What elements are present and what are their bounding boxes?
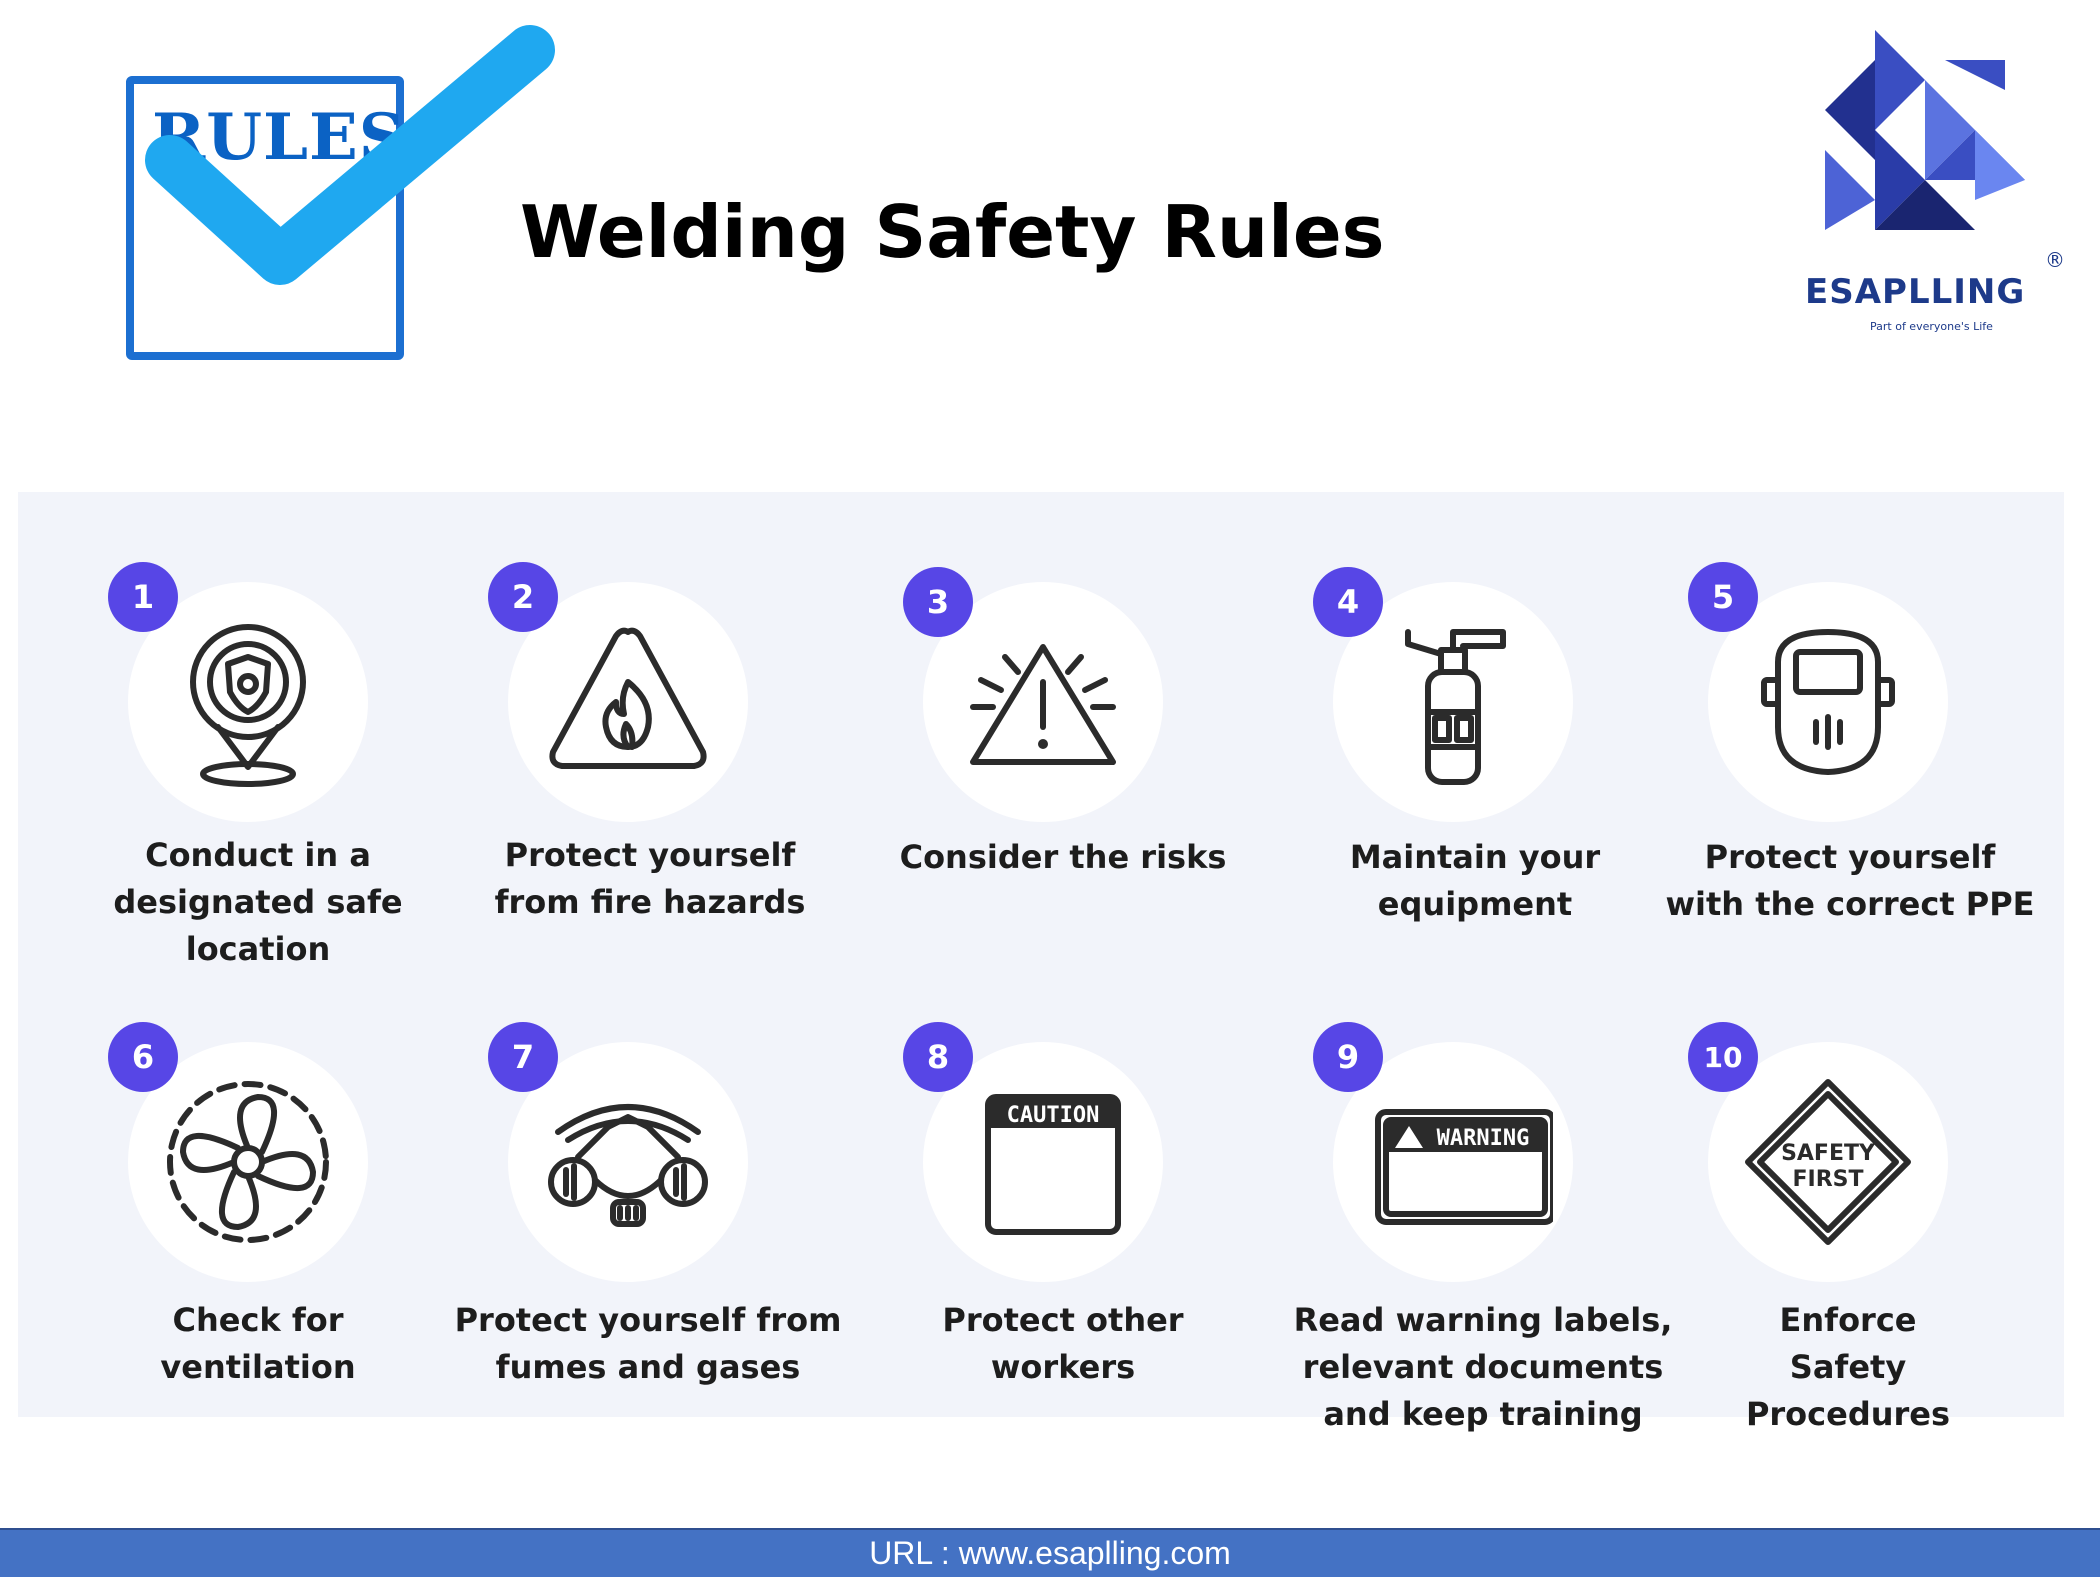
icon-background xyxy=(1333,1042,1573,1282)
rule-label: Check for ventilation xyxy=(48,1297,468,1391)
rule-label-line: designated safe xyxy=(113,883,403,921)
rule-label-line: ventilation xyxy=(160,1348,356,1386)
rule-label: Maintain your equipment xyxy=(1265,834,1685,928)
warning-sign-icon: WARNING xyxy=(1375,1109,1553,1225)
rule-number-badge: 8 xyxy=(903,1022,973,1092)
rule-number-badge: 3 xyxy=(903,567,973,637)
rule-label: Conduct in a designated safe location xyxy=(48,832,468,973)
rule-label-line: Read warning labels, xyxy=(1293,1301,1673,1339)
rule-label-line: equipment xyxy=(1377,885,1573,923)
rule-number-badge: 9 xyxy=(1313,1022,1383,1092)
rule-number-badge: 4 xyxy=(1313,567,1383,637)
rule-label: Enforce Safety Procedures xyxy=(1638,1297,2058,1438)
brand-name: ESAPLLING xyxy=(1805,272,2026,312)
rule-number-badge: 7 xyxy=(488,1022,558,1092)
page-title: Welding Safety Rules xyxy=(520,190,1385,274)
brand-logo: ESAPLLING ® Part of everyone's Life xyxy=(1760,20,2100,350)
welding-helmet-icon xyxy=(1761,629,1895,775)
respirator-mask-icon xyxy=(548,1104,708,1227)
rule-label-line: Consider the risks xyxy=(899,838,1227,876)
icon-background xyxy=(1708,582,1948,822)
footer-url: URL : www.esaplling.com xyxy=(0,1528,2100,1577)
rule-label-line: Maintain your xyxy=(1349,838,1601,876)
rule-label-line: and keep training xyxy=(1323,1395,1643,1433)
rule-label-line: fumes and gases xyxy=(495,1348,801,1386)
location-shield-icon xyxy=(190,624,306,787)
rule-label-line: Protect other xyxy=(942,1301,1184,1339)
rule-label-line: from fire hazards xyxy=(494,883,806,921)
caution-text: CAUTION xyxy=(1007,1103,1100,1128)
fire-warning-icon xyxy=(549,627,707,769)
rule-label: Consider the risks xyxy=(853,834,1273,881)
rule-label-line: Procedures xyxy=(1745,1395,1951,1433)
rule-label-line: Conduct in a xyxy=(145,836,371,874)
safety-first-sign-icon: SAFETY FIRST xyxy=(1745,1079,1911,1245)
rule-label-line: Protect yourself xyxy=(1704,838,1996,876)
rule-label: Protect other workers xyxy=(853,1297,1273,1391)
rule-label: Protect yourself from fire hazards xyxy=(440,832,860,926)
rule-label: Protect yourself from fumes and gases xyxy=(438,1297,858,1391)
ventilation-fan-icon xyxy=(167,1081,329,1243)
rule-label-line: Protect yourself xyxy=(504,836,796,874)
registered-mark: ® xyxy=(2045,248,2065,272)
safety-sign-line: FIRST xyxy=(1792,1167,1863,1192)
rule-label: Protect yourself with the correct PPE xyxy=(1640,834,2060,928)
rule-number-badge: 6 xyxy=(108,1022,178,1092)
esaplling-e-mark-icon xyxy=(1825,30,2025,230)
rule-label-line: Enforce xyxy=(1779,1301,1917,1339)
rule-label-line: Protect yourself from xyxy=(454,1301,842,1339)
rule-number-badge: 2 xyxy=(488,562,558,632)
brand-tagline: Part of everyone's Life xyxy=(1870,320,1993,333)
rule-label-line: Check for xyxy=(172,1301,344,1339)
rule-number-badge: 1 xyxy=(108,562,178,632)
warning-text: WARNING xyxy=(1437,1126,1530,1151)
icon-background xyxy=(508,582,748,822)
rule-label: Read warning labels, relevant documents … xyxy=(1273,1297,1693,1438)
alert-triangle-icon xyxy=(970,644,1116,765)
icon-background xyxy=(508,1042,748,1282)
rule-number-badge: 5 xyxy=(1688,562,1758,632)
rule-label-line: Safety xyxy=(1789,1348,1907,1386)
icon-background xyxy=(923,1042,1163,1282)
rule-number-badge: 10 xyxy=(1688,1022,1758,1092)
fire-extinguisher-icon xyxy=(1405,629,1506,785)
safety-sign-line: SAFETY xyxy=(1781,1141,1876,1166)
checkmark-icon xyxy=(145,25,555,285)
rule-label-line: workers xyxy=(990,1348,1136,1386)
rule-label-line: with the correct PPE xyxy=(1665,885,2035,923)
caution-sign-icon: CAUTION xyxy=(985,1094,1121,1235)
rules-logo: RULES xyxy=(110,10,560,380)
rule-label-line: location xyxy=(185,930,331,968)
rule-label-line: relevant documents xyxy=(1302,1348,1664,1386)
rules-panel: 1 Conduct in a designated safe location … xyxy=(18,492,2064,1433)
